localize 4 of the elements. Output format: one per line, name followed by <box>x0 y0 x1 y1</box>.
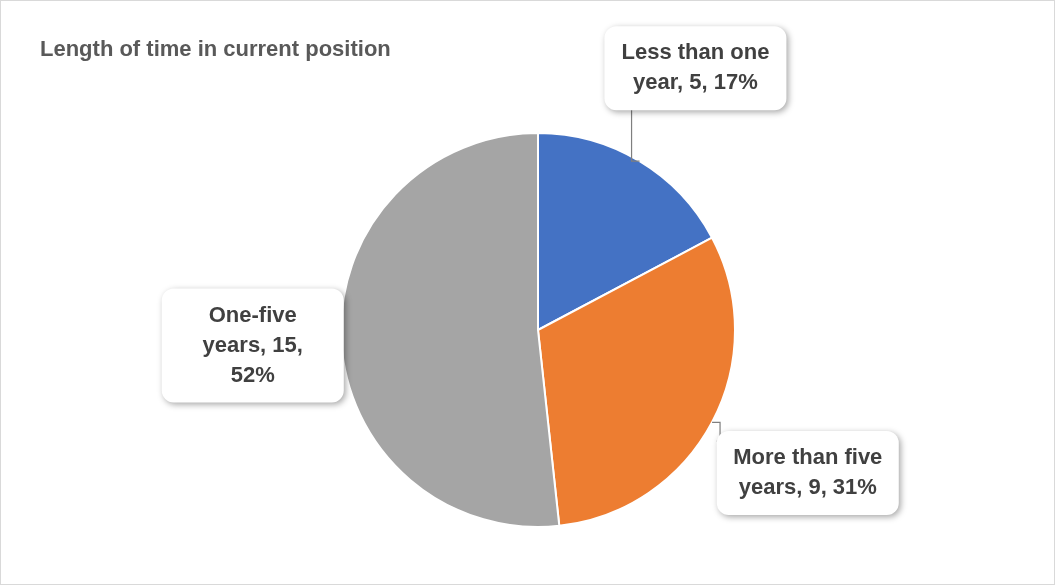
slice-label: More than five years, 9, 31% <box>733 444 883 500</box>
chart-title: Length of time in current position <box>40 36 391 62</box>
slice-label: One-five years, 15, 52% <box>202 301 303 387</box>
slice-label: Less than one year, 5, 17% <box>621 39 770 95</box>
